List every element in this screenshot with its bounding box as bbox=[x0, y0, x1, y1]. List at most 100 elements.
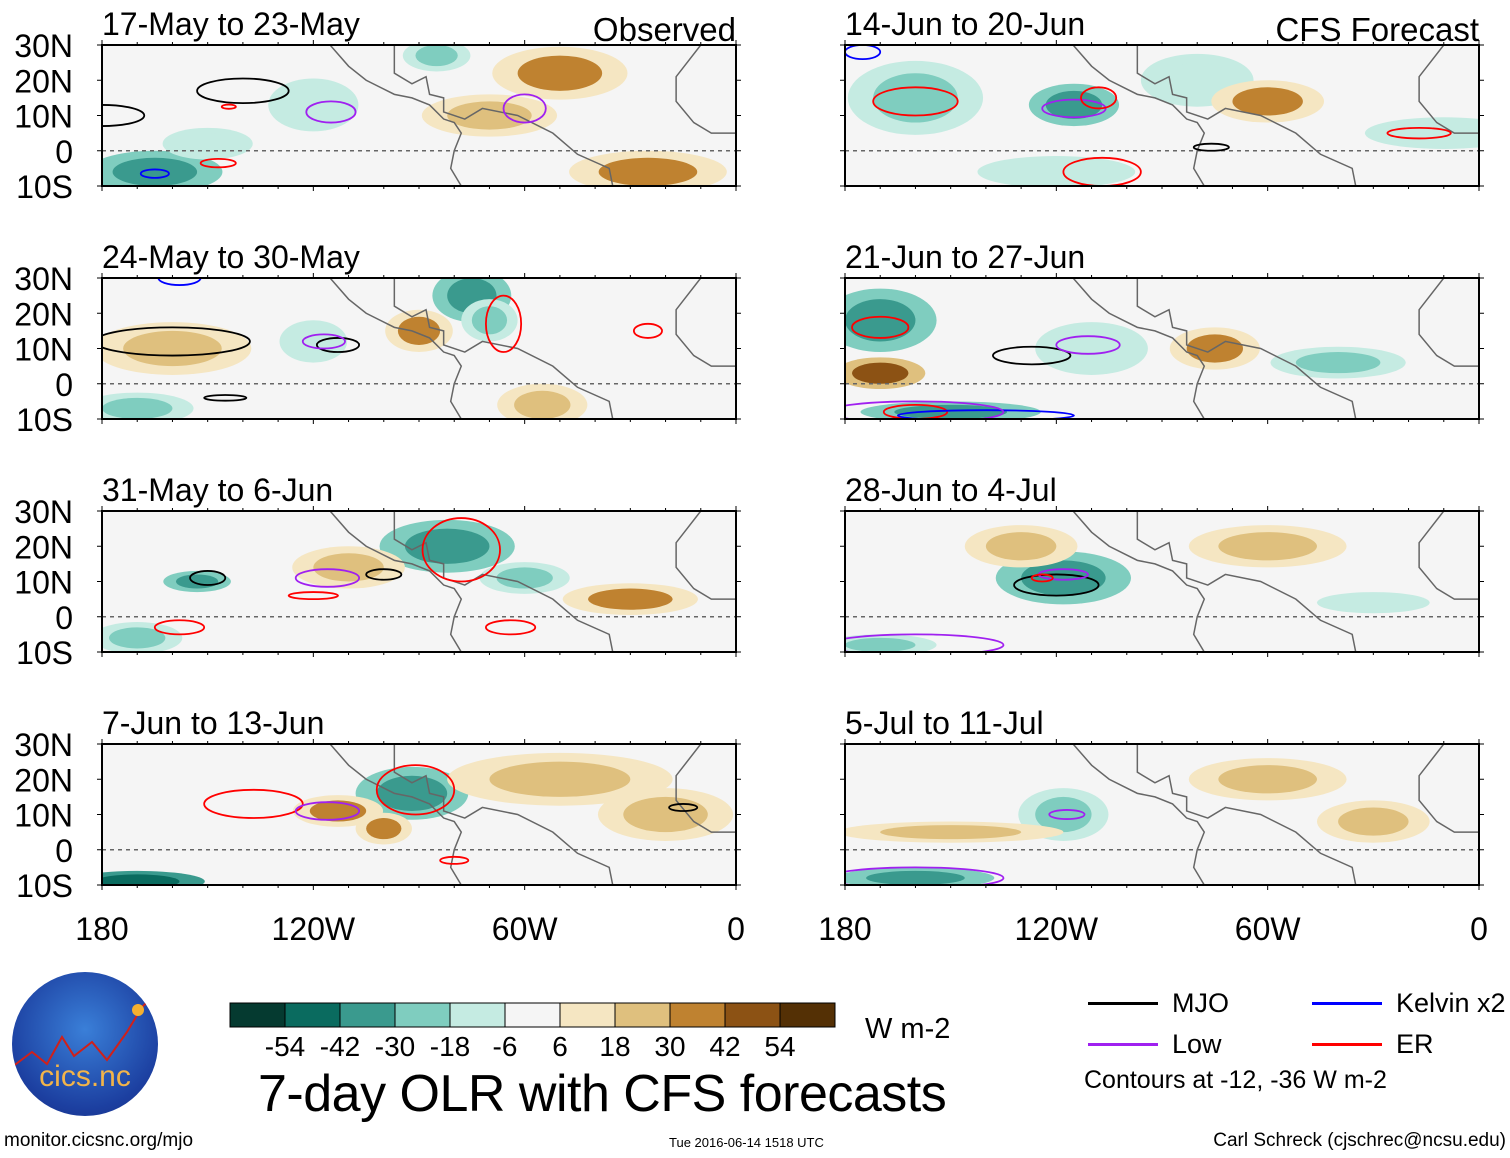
y-tick-label: 0 bbox=[55, 600, 73, 636]
coastline bbox=[1136, 744, 1357, 885]
colorbar-tick-label: 6 bbox=[552, 1031, 568, 1062]
y-tick-label: 30N bbox=[14, 261, 73, 297]
colorbar-swatch bbox=[229, 1002, 286, 1028]
cicsnc-logo: cics.nc bbox=[12, 972, 158, 1116]
er-contour bbox=[882, 404, 949, 419]
olr-anomaly bbox=[1035, 796, 1092, 833]
olr-anomaly bbox=[1218, 765, 1317, 794]
colorbar-tick-label: -6 bbox=[493, 1031, 518, 1062]
coastline bbox=[1418, 278, 1479, 367]
low-contour bbox=[502, 93, 547, 124]
legend-line bbox=[1312, 1002, 1382, 1005]
kelvin-contour bbox=[896, 409, 1075, 419]
olr-anomaly bbox=[102, 397, 173, 419]
olr-anomaly bbox=[866, 870, 965, 885]
olr-anomaly bbox=[179, 133, 236, 155]
x-tick-label: 120W bbox=[1015, 911, 1099, 947]
y-tick-label: 10N bbox=[14, 332, 73, 368]
colorbar-tick-label: -54 bbox=[265, 1031, 305, 1062]
panel-content bbox=[845, 744, 1479, 885]
y-tick-label: 0 bbox=[55, 134, 73, 170]
legend-er: ER bbox=[1312, 1029, 1434, 1060]
olr-anomaly bbox=[447, 101, 532, 130]
y-tick-label: 0 bbox=[55, 833, 73, 869]
olr-anomaly bbox=[1232, 87, 1303, 116]
low-contour bbox=[301, 333, 346, 350]
legend-kelvin: Kelvin x2 bbox=[1312, 988, 1506, 1019]
coastline bbox=[393, 744, 614, 885]
map-panel: 21-Jun to 27-Jun bbox=[840, 239, 1484, 424]
y-tick-label: 10N bbox=[14, 565, 73, 601]
olr-anomaly bbox=[880, 825, 1022, 840]
er-contour bbox=[203, 788, 304, 819]
olr-panels: 17-May to 23-May Observed30N20N10N010S24-… bbox=[14, 6, 1488, 947]
kelvin-contour bbox=[845, 45, 882, 60]
er-contour bbox=[485, 294, 523, 353]
er-contour bbox=[220, 103, 237, 110]
olr-anomaly bbox=[397, 316, 441, 345]
olr-anomaly bbox=[496, 567, 553, 589]
coastline bbox=[675, 511, 736, 600]
panel-background bbox=[845, 511, 1479, 652]
observed-label: Observed bbox=[593, 11, 736, 48]
panel-title: 14-Jun to 20-Jun bbox=[845, 6, 1085, 42]
y-tick-label: 10S bbox=[16, 169, 73, 205]
colorbar-swatch bbox=[724, 1002, 781, 1028]
y-tick-label: 10N bbox=[14, 798, 73, 834]
er-contour bbox=[872, 86, 959, 117]
y-tick-label: 30N bbox=[14, 727, 73, 763]
er-contour bbox=[485, 619, 537, 636]
colorbar-tick-label: -30 bbox=[375, 1031, 415, 1062]
mjo-contour bbox=[196, 77, 290, 105]
mjo-contour bbox=[365, 568, 403, 581]
olr-anomaly bbox=[623, 796, 708, 833]
legend-mjo: MJO bbox=[1088, 988, 1229, 1019]
mjo-contour bbox=[102, 326, 251, 357]
olr-anomaly bbox=[366, 818, 402, 840]
olr-anomaly bbox=[112, 157, 198, 186]
y-tick-label: 10S bbox=[16, 868, 73, 904]
panel-content bbox=[102, 278, 736, 419]
colorbar-tick-label: 42 bbox=[709, 1031, 740, 1062]
coastline bbox=[1418, 744, 1479, 833]
x-tick-label: 0 bbox=[727, 911, 745, 947]
y-tick-label: 0 bbox=[55, 367, 73, 403]
olr-anomaly bbox=[588, 588, 673, 610]
olr-anomaly bbox=[489, 761, 631, 797]
olr-anomaly bbox=[873, 73, 958, 123]
olr-anomaly bbox=[1007, 161, 1106, 183]
olr-anomaly bbox=[309, 800, 367, 822]
low-contour bbox=[845, 400, 1005, 419]
mjo-contour bbox=[1192, 142, 1230, 152]
olr-anomaly bbox=[109, 627, 166, 649]
mjo-contour bbox=[203, 394, 248, 402]
coastline bbox=[675, 45, 736, 134]
olr-anomaly bbox=[598, 157, 698, 186]
colorbar-tick-label: 54 bbox=[764, 1031, 795, 1062]
legend-low: Low bbox=[1088, 1029, 1222, 1060]
y-tick-label: 20N bbox=[14, 529, 73, 565]
coastline bbox=[1136, 278, 1357, 419]
olr-anomaly bbox=[1338, 807, 1409, 836]
olr-anomaly bbox=[175, 574, 219, 589]
olr-anomaly bbox=[1162, 62, 1233, 98]
x-tick-label: 60W bbox=[1235, 911, 1302, 947]
low-contour bbox=[1048, 809, 1086, 820]
colorbar-tick-label: 30 bbox=[654, 1031, 685, 1062]
legend-line bbox=[1312, 1043, 1382, 1046]
olr-anomaly bbox=[102, 874, 180, 885]
panel-content bbox=[102, 45, 736, 186]
olr-anomaly bbox=[313, 553, 384, 582]
panel-content bbox=[102, 744, 736, 885]
er-contour bbox=[439, 855, 470, 865]
kelvin-contour bbox=[139, 168, 170, 179]
er-contour bbox=[287, 591, 339, 601]
mjo-contour bbox=[315, 337, 361, 353]
olr-anomaly bbox=[517, 55, 603, 91]
colorbar-swatch bbox=[614, 1002, 671, 1028]
colorbar-tick-label: -42 bbox=[320, 1031, 360, 1062]
coastline bbox=[1418, 511, 1479, 600]
low-contour bbox=[1055, 335, 1121, 355]
